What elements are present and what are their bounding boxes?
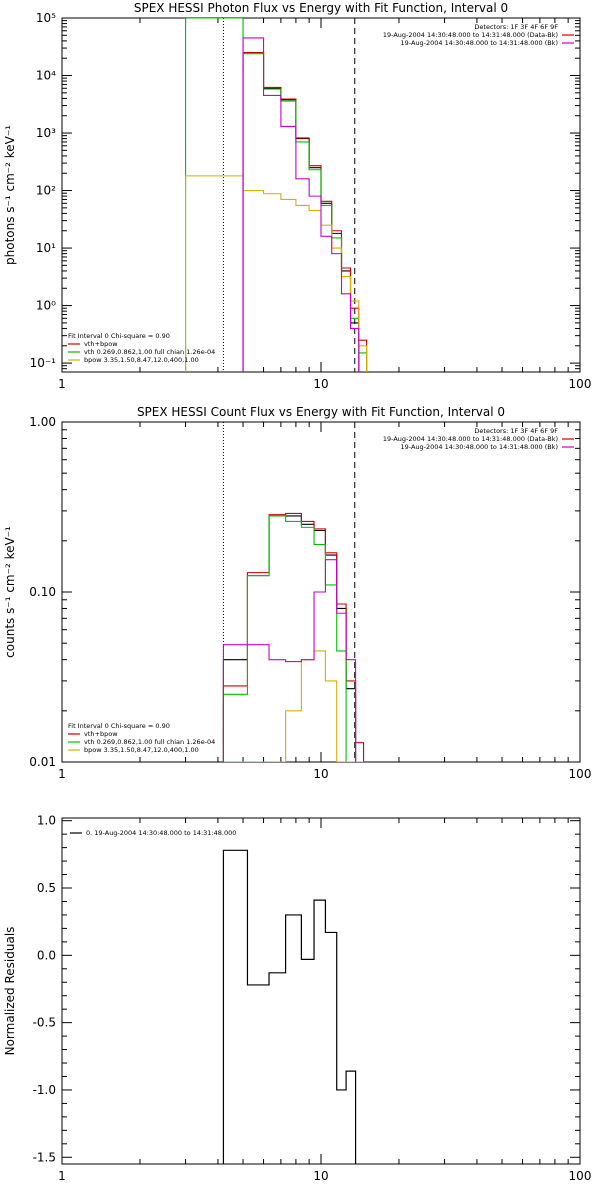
x-axis: 1 10 100	[58, 422, 591, 781]
chart-3: 1 10 100 -1.5 -1.0 -0.5 0.0 0.5 1.0 Normalized Re…	[3, 814, 591, 1183]
series-bpow-step	[185, 175, 368, 372]
series-bk-step	[242, 37, 360, 372]
y-tick-label: 10⁰	[36, 299, 56, 313]
x-tick-label: 1	[58, 767, 66, 781]
series-data-step	[242, 52, 360, 372]
y-tick-label: 10¹	[36, 241, 56, 255]
y-tick-label: 10⁵	[36, 11, 56, 25]
plot-frame	[61, 817, 581, 1165]
series-group	[222, 512, 365, 762]
legend-entry: vth+bpow	[84, 730, 118, 738]
y-axis: -1.5 -1.0 -0.5 0.0 0.5 1.0	[33, 814, 580, 1164]
legend-entry: bpow 3.35,1.50,8.47,12.0,400,1.00	[84, 746, 199, 754]
series-vth-step	[185, 18, 368, 372]
y-axis-label: counts s⁻¹ cm⁻² keV⁻¹	[3, 526, 17, 658]
header-line: Detectors: 1F 3F 4F 6F 9F	[474, 23, 558, 31]
chart-title: SPEX HESSI Count Flux vs Energy with Fit…	[137, 405, 505, 419]
legend-entry: 0. 19-Aug-2004 14:30:48.000 to 14:31:48.…	[86, 829, 236, 837]
header-line: 19-Aug-2004 14:30:48.000 to 14:31:48.000…	[383, 435, 558, 443]
y-tick-label: 0.5	[37, 881, 56, 895]
series-bk-step	[222, 559, 357, 762]
x-tick-label: 100	[569, 767, 592, 781]
series-total-step	[222, 512, 365, 762]
series-group	[185, 18, 368, 372]
x-tick-label: 10	[313, 1169, 328, 1183]
y-tick-label: -1.0	[33, 1083, 56, 1097]
legend-title: Fit Interval 0 Chi-square = 0.90	[68, 332, 170, 340]
legend: 0. 19-Aug-2004 14:30:48.000 to 14:31:48.…	[70, 829, 236, 837]
series-group	[222, 849, 357, 1164]
header-line: 19-Aug-2004 14:30:48.000 to 14:31:48.000…	[383, 31, 558, 39]
x-axis: 1 10 100	[58, 18, 591, 391]
legend: Fit Interval 0 Chi-square = 0.90vth+bpow…	[68, 722, 215, 754]
header-line: 19-Aug-2004 14:30:48.000 to 14:31:48.000…	[401, 443, 558, 451]
y-tick-label: 10⁴	[36, 69, 56, 83]
y-tick-label: 1.00	[29, 415, 56, 429]
y-tick-label: -0.5	[33, 1016, 56, 1030]
y-tick-label: 0.01	[29, 755, 56, 769]
x-tick-label: 1	[58, 377, 66, 391]
y-tick-label: -1.5	[33, 1150, 56, 1164]
y-tick-label: 1.0	[37, 814, 56, 828]
series-vth-step	[222, 515, 364, 762]
chart-title: SPEX HESSI Photon Flux vs Energy with Fi…	[134, 1, 508, 15]
x-tick-label: 10	[313, 377, 328, 391]
header-line: 19-Aug-2004 14:30:48.000 to 14:31:48.000…	[401, 39, 558, 47]
y-tick-label: 0.0	[37, 948, 56, 962]
y-axis-label: Normalized Residuals	[3, 927, 17, 1056]
legend-entry: bpow 3.35,1.50,8.47,12.0,400,1.00	[84, 356, 199, 364]
series-data-step	[222, 849, 357, 1164]
legend-entry: vth+bpow	[84, 340, 118, 348]
legend-entry: vth 0.269,0.862,1.00 full chian 1.26e-04	[84, 348, 215, 356]
legend: Fit Interval 0 Chi-square = 0.90vth+bpow…	[68, 332, 215, 364]
y-tick-label: 10²	[36, 184, 56, 198]
x-tick-label: 10	[313, 767, 328, 781]
y-tick-label: 10³	[36, 126, 56, 140]
y-axis: 0.01 0.10 1.00	[29, 415, 580, 769]
x-tick-label: 100	[569, 1169, 592, 1183]
header-line: Detectors: 1F 3F 4F 6F 9F	[474, 427, 558, 435]
chart-1: SPEX HESSI Photon Flux vs Energy with Fi…	[3, 1, 591, 391]
y-axis: 10⁻¹ 10⁰ 10¹ 10² 10³ 10⁴ 10⁵	[30, 11, 580, 373]
legend-title: Fit Interval 0 Chi-square = 0.90	[68, 722, 170, 730]
series-bpow-step	[223, 650, 364, 762]
x-axis: 1 10 100	[58, 818, 591, 1183]
y-tick-label: 0.10	[29, 585, 56, 599]
y-axis-label: photons s⁻¹ cm⁻² keV⁻¹	[3, 125, 17, 265]
series-total-step	[242, 52, 368, 372]
y-tick-label: 10⁻¹	[30, 356, 57, 370]
x-tick-label: 1	[58, 1169, 66, 1183]
x-tick-label: 100	[569, 377, 592, 391]
chart-2: SPEX HESSI Count Flux vs Energy with Fit…	[3, 405, 591, 781]
legend-entry: vth 0.269,0.862,1.00 full chian 1.26e-04	[84, 738, 215, 746]
